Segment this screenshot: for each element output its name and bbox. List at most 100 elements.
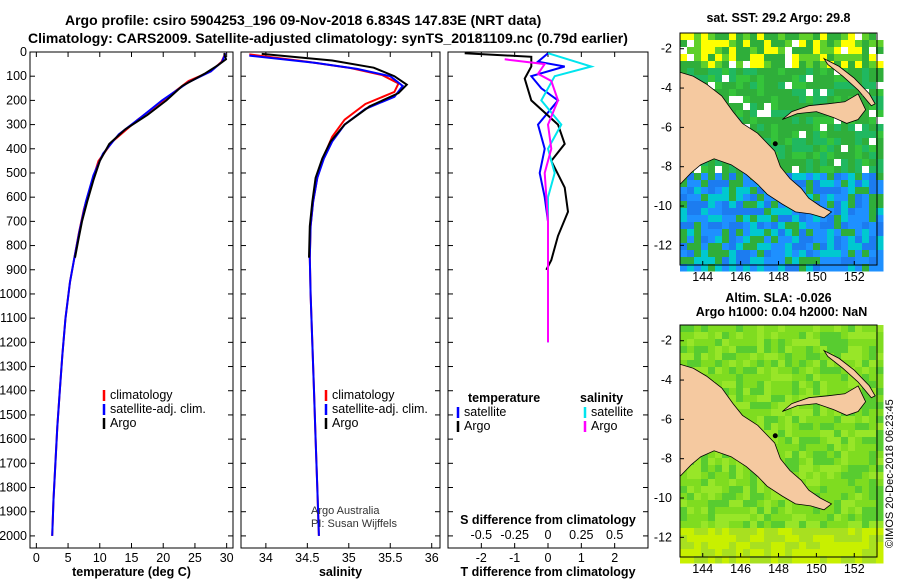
map-cell — [743, 514, 751, 522]
map-cell — [862, 416, 870, 424]
map-cell — [778, 243, 786, 251]
map-cell — [806, 325, 814, 333]
map-cell — [876, 222, 884, 230]
map-cell — [778, 437, 786, 445]
map-cell — [848, 556, 856, 564]
map-cell — [813, 257, 821, 265]
map-cell — [736, 528, 744, 536]
map-cell — [813, 325, 821, 333]
map-cell — [680, 47, 688, 55]
map-cell — [785, 33, 793, 41]
map-cell — [694, 542, 702, 550]
map-cell — [827, 556, 835, 564]
map-cell — [876, 360, 884, 368]
map-cell — [785, 528, 793, 536]
map-cell — [862, 75, 870, 83]
map-cell — [841, 423, 849, 431]
map-cell — [827, 201, 835, 209]
map-cell — [799, 166, 807, 174]
map-cell — [736, 346, 744, 354]
map-cell — [764, 117, 772, 125]
map-cell — [715, 381, 723, 389]
map-cell — [764, 353, 772, 361]
map-cell — [841, 138, 849, 146]
map-cell — [813, 521, 821, 529]
map-cell — [820, 166, 828, 174]
map-cell — [848, 451, 856, 459]
salinity-panel: 34 34.5 35 35.5 36salinityclimatologysatelli… — [240, 51, 441, 579]
map-cell — [708, 528, 716, 536]
map-cell — [680, 54, 688, 62]
map-cell — [820, 451, 828, 459]
map-cell — [736, 208, 744, 216]
map-cell — [757, 409, 765, 417]
map-cell — [750, 493, 758, 501]
map-cell — [764, 61, 772, 69]
map-cell — [708, 339, 716, 347]
map-cell — [806, 444, 814, 452]
map-cell — [820, 444, 828, 452]
map-cell — [869, 465, 877, 473]
map-cell — [869, 215, 877, 223]
map-cell — [687, 514, 695, 522]
map-cell — [708, 187, 716, 195]
map-cell — [729, 103, 737, 111]
map-cell — [792, 222, 800, 230]
map-cell — [694, 250, 702, 258]
map-cell — [827, 507, 835, 515]
map-cell — [785, 257, 793, 265]
map-cell — [792, 325, 800, 333]
map-cell — [869, 472, 877, 480]
map-cell — [729, 75, 737, 83]
x-tick-label: 25 — [188, 551, 202, 565]
s-tick-label: 0 — [545, 528, 552, 542]
map-cell — [848, 131, 856, 139]
map-cell — [694, 61, 702, 69]
map-cell — [736, 89, 744, 97]
map-cell — [834, 528, 842, 536]
y-tick-label: -2 — [661, 42, 672, 56]
map-cell — [813, 138, 821, 146]
map-cell — [827, 89, 835, 97]
map-cell — [848, 229, 856, 237]
map-cell — [743, 395, 751, 403]
map-cell — [708, 33, 716, 41]
map-cell — [771, 493, 779, 501]
map-cell — [855, 416, 863, 424]
map-cell — [869, 124, 877, 132]
map-cell — [862, 423, 870, 431]
map-cell — [820, 360, 828, 368]
map-cell — [876, 458, 884, 466]
legend-label: satellite — [591, 405, 633, 419]
map-cell — [778, 89, 786, 97]
map-cell — [855, 346, 863, 354]
map-cell — [869, 208, 877, 216]
map-cell — [799, 89, 807, 97]
map-cell — [729, 486, 737, 494]
map-cell — [869, 374, 877, 382]
map-cell — [729, 458, 737, 466]
x-tick-label: 34.5 — [295, 551, 319, 565]
map-cell — [848, 437, 856, 445]
map-cell — [708, 166, 716, 174]
map-cell — [813, 215, 821, 223]
map-cell — [869, 173, 877, 181]
map-cell — [799, 47, 807, 55]
map-cell — [687, 54, 695, 62]
map-cell — [750, 542, 758, 550]
map-cell — [722, 472, 730, 480]
map-cell — [848, 444, 856, 452]
map-cell — [827, 332, 835, 340]
map-cell — [771, 208, 779, 216]
map-cell — [778, 430, 786, 438]
map-cell — [792, 82, 800, 90]
map-cell — [855, 152, 863, 160]
map-cell — [729, 243, 737, 251]
map-cell — [862, 229, 870, 237]
map-cell — [862, 173, 870, 181]
map-cell — [694, 264, 702, 272]
map-cell — [806, 264, 814, 272]
map-cell — [855, 159, 863, 167]
map-cell — [841, 437, 849, 445]
map-cell — [876, 215, 884, 223]
